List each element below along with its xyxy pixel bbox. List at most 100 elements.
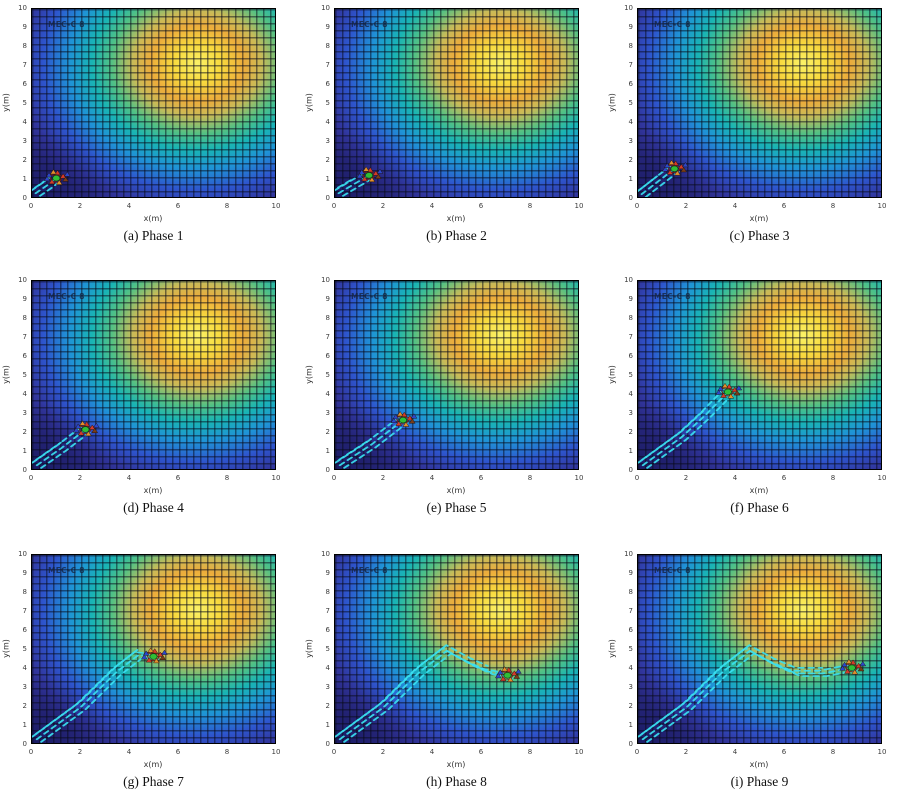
x-axis-label: x(m) [143,214,163,223]
subplot-panel: MEC-C 8 0 1 2 3 4 5 6 7 8 9 10 0 2 4 6 8 10 y(m) x(m) (h) Ph… [303,546,606,805]
y-tick-label: 1 [628,721,633,729]
heatmap-plot: MEC-C 8 [637,554,882,744]
agent-marker [145,657,153,663]
y-tick-label: 0 [22,740,27,748]
agent-marker [515,668,522,674]
trajectory-path [641,391,730,467]
y-tick-label: 6 [22,80,27,88]
y-tick-label: 5 [22,645,27,653]
agent-marker [717,385,724,391]
x-tick-label: 2 [683,748,689,756]
swarm-cluster [72,420,100,437]
agent-marker [55,179,63,185]
agent-marker [161,649,168,655]
subplot-panel: MEC-C 8 0 1 2 3 4 5 6 7 8 9 10 0 2 4 6 8 10 y(m) x(m) (f) Ph… [606,272,909,534]
panel-caption: (f) Phase 6 [730,500,789,515]
x-tick-label: 10 [574,748,584,756]
agent-marker [735,385,743,391]
x-tick-label: 2 [77,202,83,210]
swarm-center-marker [52,175,61,182]
agent-marker [507,676,514,682]
agent-marker [720,392,727,398]
y-tick-label: 1 [22,721,27,729]
swarm-center-marker [723,388,732,396]
y-tick-label: 2 [628,428,633,436]
y-tick-label: 0 [628,740,633,748]
y-tick-label: 8 [325,42,330,50]
y-tick-label: 3 [325,409,330,417]
x-tick-label: 6 [781,474,787,482]
trajectory-path [337,177,356,189]
x-tick-label: 10 [574,202,584,210]
y-tick-label: 2 [628,702,633,710]
x-axis-label: x(m) [446,214,466,223]
agent-marker [682,161,689,168]
panel-caption: (g) Phase 7 [123,774,184,789]
trajectory-overlay [638,382,743,469]
x-tick-label: 0 [331,748,337,756]
swarm-cluster [356,166,384,182]
x-tick-label: 6 [175,748,181,756]
x-tick-label: 2 [77,474,83,482]
y-tick-label: 3 [628,409,633,417]
subplot-panel: MEC-C 8 0 1 2 3 4 5 6 7 8 9 10 0 2 4 6 8 10 y(m) x(m) (g) Ph… [0,546,303,805]
y-tick-label: 10 [624,550,633,558]
x-tick-label: 2 [380,748,386,756]
swarm-cluster [839,658,867,675]
trajectory-path [640,167,676,196]
y-tick-label: 7 [22,333,27,341]
x-axis-label: x(m) [446,486,466,495]
trajectory-path [338,644,489,735]
swarm-center-marker [399,417,408,424]
agent-marker [851,669,859,675]
y-tick-label: 7 [325,607,330,615]
trajectory-overlay [638,159,689,197]
y-tick-label: 0 [22,194,27,202]
agent-marker [727,393,735,399]
x-tick-label: 6 [478,748,484,756]
trajectory-overlay [32,420,100,469]
subplot-panel: MEC-C 8 0 1 2 3 4 5 6 7 8 9 10 0 2 4 6 8 10 y(m) x(m) (d) Ph… [0,272,303,534]
heatmap-plot: MEC-C 8 [31,8,276,198]
agent-marker [356,173,364,179]
agent-marker [376,168,384,174]
trajectory-path [35,441,62,461]
y-tick-label: 1 [22,175,27,183]
y-tick-label: 1 [628,175,633,183]
subplot-panel: MEC-C 8 0 1 2 3 4 5 6 7 8 9 10 0 2 4 6 8 10 y(m) x(m) (i) Ph… [606,546,909,805]
trajectory-path [338,419,405,467]
subplot-panel: MEC-C 8 0 1 2 3 4 5 6 7 8 9 10 0 2 4 6 8 10 y(m) x(m) (c) Ph… [606,0,909,262]
x-tick-label: 10 [877,202,887,210]
y-axis-label: y(m) [304,93,314,112]
y-tick-label: 4 [628,664,633,672]
y-tick-label: 8 [628,42,633,50]
y-tick-label: 9 [628,569,633,577]
agent-marker [496,669,504,675]
agent-marker [499,676,507,682]
trajectory-path [646,393,734,469]
y-tick-label: 2 [628,156,633,164]
y-tick-label: 1 [325,175,330,183]
agent-marker [159,654,167,660]
y-tick-label: 7 [22,61,27,69]
trajectory-path [646,652,858,743]
y-tick-label: 4 [22,118,27,126]
x-tick-label: 8 [527,748,533,756]
y-tick-label: 9 [22,569,27,577]
agent-marker [62,176,69,182]
x-tick-label: 8 [224,474,230,482]
swarm-cluster [43,169,71,185]
x-tick-label: 0 [28,474,34,482]
y-tick-label: 5 [628,645,633,653]
x-tick-label: 4 [429,474,435,482]
agent-marker [72,427,80,433]
panel-caption: (h) Phase 8 [426,774,487,789]
agent-marker [859,660,867,667]
x-axis-label: x(m) [749,486,769,495]
y-tick-label: 6 [325,352,330,360]
trajectory-overlay [335,166,384,197]
y-axis-label: y(m) [304,365,314,384]
y-tick-label: 7 [628,333,633,341]
agent-marker [839,665,846,671]
swarm-center-marker [670,165,679,172]
